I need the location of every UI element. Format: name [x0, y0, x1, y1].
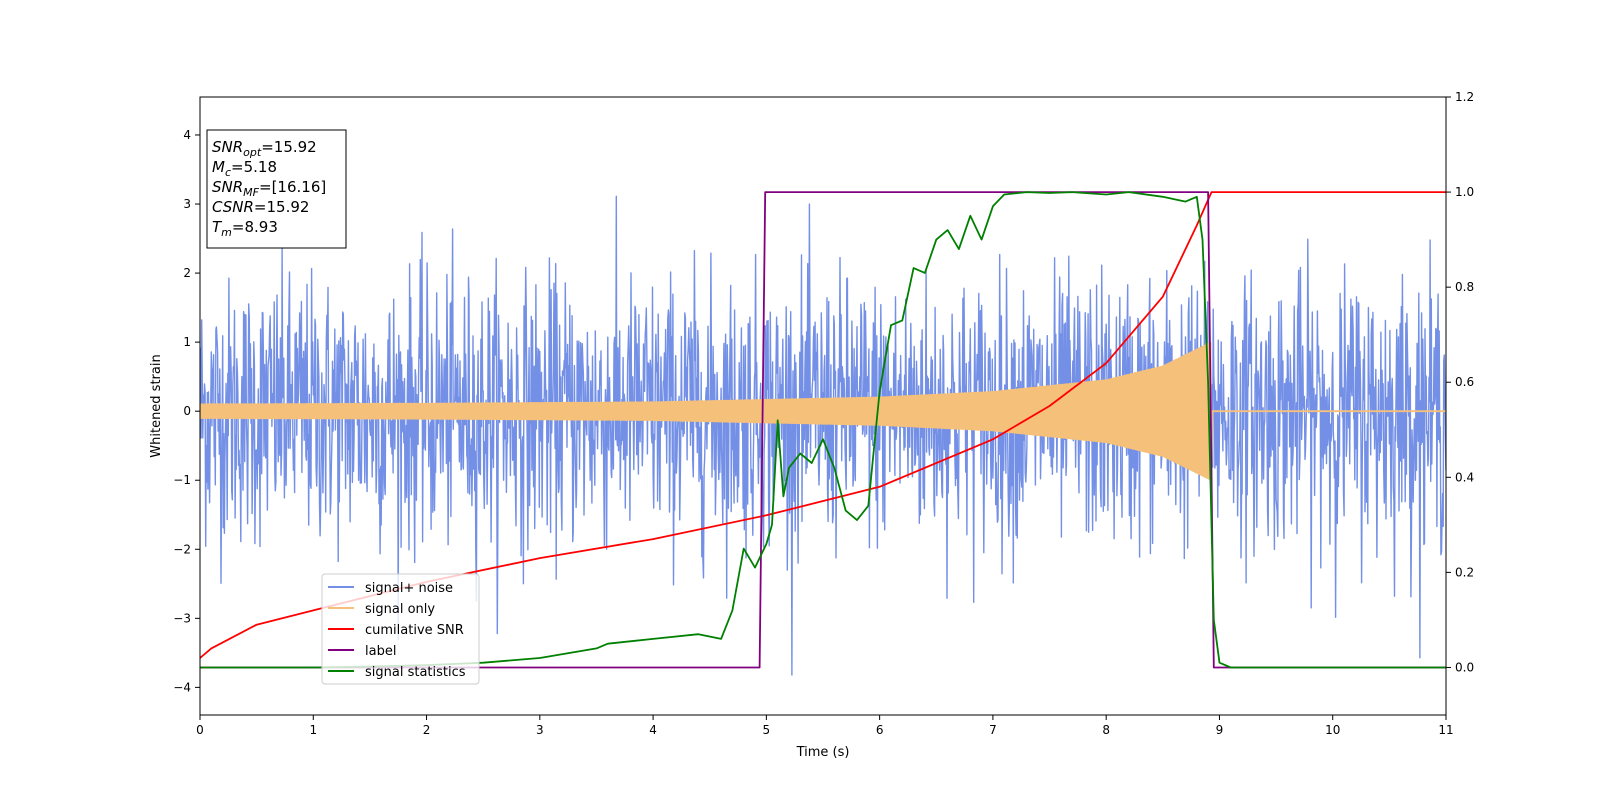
x-tick-label-6: 6: [876, 723, 884, 737]
annotation-base-0: SNR: [212, 138, 243, 156]
series-line-4: [200, 191, 1446, 669]
y-right-tick-label-3: 0.6: [1455, 375, 1474, 389]
y-right-tick-label-1: 1.0: [1455, 185, 1474, 199]
x-tick-label-3: 3: [536, 723, 544, 737]
x-tick-label-9: 9: [1216, 723, 1224, 737]
x-tick-label-8: 8: [1102, 723, 1110, 737]
annotation-line-4: Tm=8.93: [212, 218, 278, 239]
annotation-base-2: SNR: [212, 178, 243, 196]
annotation-sub-2: MF: [243, 186, 259, 199]
x-tick-label-4: 4: [649, 723, 657, 737]
y-left-tick-label-7: −3: [173, 611, 191, 625]
annotation-frame: [206, 129, 347, 249]
y-left-tick-label-3: 1: [183, 335, 191, 349]
legend-label-1: signal only: [365, 602, 435, 617]
x-axis: 0 1 2 3 4 5 6 7 8 9 10 11: [196, 715, 1454, 737]
annotation-value-4: =8.93: [232, 218, 278, 236]
series-line-2: [200, 191, 1446, 659]
plot-frame: [199, 96, 1447, 716]
x-tick-label-0: 0: [196, 723, 204, 737]
y-axis-left: 4 3 2 1 0 −1 −2 −3 −4: [173, 128, 200, 694]
x-axis-label: Time (s): [796, 745, 850, 760]
x-tick-label-11: 11: [1438, 723, 1453, 737]
annotation-value-1: =5.18: [231, 158, 277, 176]
annotation-base-4: T: [212, 218, 223, 236]
y-axis-right: 1.2 1.0 0.8 0.6 0.4 0.2 0.0: [1446, 90, 1474, 674]
annotation-sub-0: opt: [243, 146, 262, 159]
annotation-base-1: M: [212, 158, 225, 176]
x-tick-label-2: 2: [423, 723, 431, 737]
y-left-tick-label-2: 2: [183, 266, 191, 280]
y-right-tick-label-6: 0.0: [1455, 660, 1474, 674]
legend-frame: [321, 573, 480, 685]
plot-area: [200, 191, 1446, 676]
y-left-tick-label-4: 0: [183, 404, 191, 418]
annotation-line-0: SNRopt=15.92: [212, 138, 317, 159]
annotation-value-0: =15.92: [261, 138, 317, 156]
annotation-sub-4: m: [221, 226, 232, 239]
annotation-sub-1: c: [225, 166, 231, 179]
y-left-tick-label-5: −1: [173, 473, 191, 487]
y-left-tick-label-6: −2: [173, 542, 191, 556]
legend-label-3: label: [365, 644, 396, 659]
annotation-box: SNRopt=15.92Mc=5.18SNRMF=[16.16]CSNR=15.…: [206, 129, 347, 249]
legend-label-2: cumilative SNR: [365, 623, 464, 638]
y-axis-label: Whitened strain: [149, 354, 164, 457]
annotation-line-1: Mc=5.18: [212, 158, 277, 179]
y-left-tick-label-0: 4: [183, 128, 191, 142]
legend-label-0: signal+ noise: [365, 581, 453, 596]
x-tick-label-1: 1: [309, 723, 317, 737]
y-right-tick-label-4: 0.4: [1455, 470, 1474, 484]
y-right-tick-label-0: 1.2: [1455, 90, 1474, 104]
x-tick-label-7: 7: [989, 723, 997, 737]
legend: signal+ noise signal only cumilative SNR la…: [321, 573, 480, 685]
y-left-tick-label-8: −4: [173, 680, 191, 694]
x-tick-label-10: 10: [1325, 723, 1340, 737]
series-line-0: [200, 195, 1446, 676]
series-line-1: [200, 341, 1446, 481]
y-right-tick-label-2: 0.8: [1455, 280, 1474, 294]
legend-label-4: signal statistics: [365, 665, 466, 680]
annotation-line-2: SNRMF=[16.16]: [212, 178, 326, 199]
annotation-value-3: =15.92: [254, 198, 310, 216]
annotation-line-3: CSNR=15.92: [212, 198, 309, 216]
annotation-value-2: =[16.16]: [259, 178, 326, 196]
y-left-tick-label-1: 3: [183, 197, 191, 211]
annotation-base-3: CSNR: [212, 198, 254, 216]
x-tick-label-5: 5: [763, 723, 771, 737]
y-right-tick-label-5: 0.2: [1455, 565, 1474, 579]
